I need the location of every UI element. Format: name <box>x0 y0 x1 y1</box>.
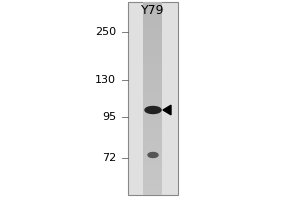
Bar <box>143 2 162 195</box>
Bar <box>143 161 162 166</box>
Bar <box>143 171 162 176</box>
Bar <box>143 132 162 137</box>
Bar <box>143 79 162 84</box>
Text: 250: 250 <box>95 27 116 37</box>
Bar <box>143 142 162 147</box>
Bar <box>143 41 162 45</box>
Bar <box>143 50 162 55</box>
Text: 130: 130 <box>95 75 116 85</box>
Bar <box>143 2 162 7</box>
Bar <box>143 70 162 74</box>
Bar <box>143 84 162 89</box>
Bar <box>143 123 162 127</box>
Bar <box>143 36 162 41</box>
Bar <box>143 181 162 185</box>
Bar <box>143 113 162 118</box>
Bar <box>143 190 162 195</box>
Polygon shape <box>163 105 171 115</box>
Bar <box>143 147 162 152</box>
Text: Y79: Y79 <box>141 3 164 17</box>
Bar <box>143 137 162 142</box>
Bar <box>143 176 162 181</box>
Bar <box>143 98 162 103</box>
Bar <box>143 65 162 70</box>
Bar <box>143 89 162 94</box>
Bar <box>143 7 162 12</box>
Bar <box>143 60 162 65</box>
Bar <box>143 103 162 108</box>
Bar <box>143 16 162 21</box>
Bar <box>143 94 162 98</box>
Text: 95: 95 <box>102 112 116 122</box>
Bar <box>143 166 162 171</box>
Bar <box>143 118 162 123</box>
Bar <box>143 156 162 161</box>
Bar <box>143 152 162 156</box>
Bar <box>143 55 162 60</box>
Bar <box>143 21 162 26</box>
Bar <box>143 45 162 50</box>
Text: 72: 72 <box>102 153 116 163</box>
Bar <box>143 26 162 31</box>
Bar <box>128 2 178 195</box>
Bar <box>143 12 162 16</box>
Bar <box>143 31 162 36</box>
Ellipse shape <box>145 106 161 114</box>
Bar <box>143 185 162 190</box>
Ellipse shape <box>148 152 158 158</box>
Bar <box>143 74 162 79</box>
Bar <box>143 127 162 132</box>
Bar <box>143 108 162 113</box>
